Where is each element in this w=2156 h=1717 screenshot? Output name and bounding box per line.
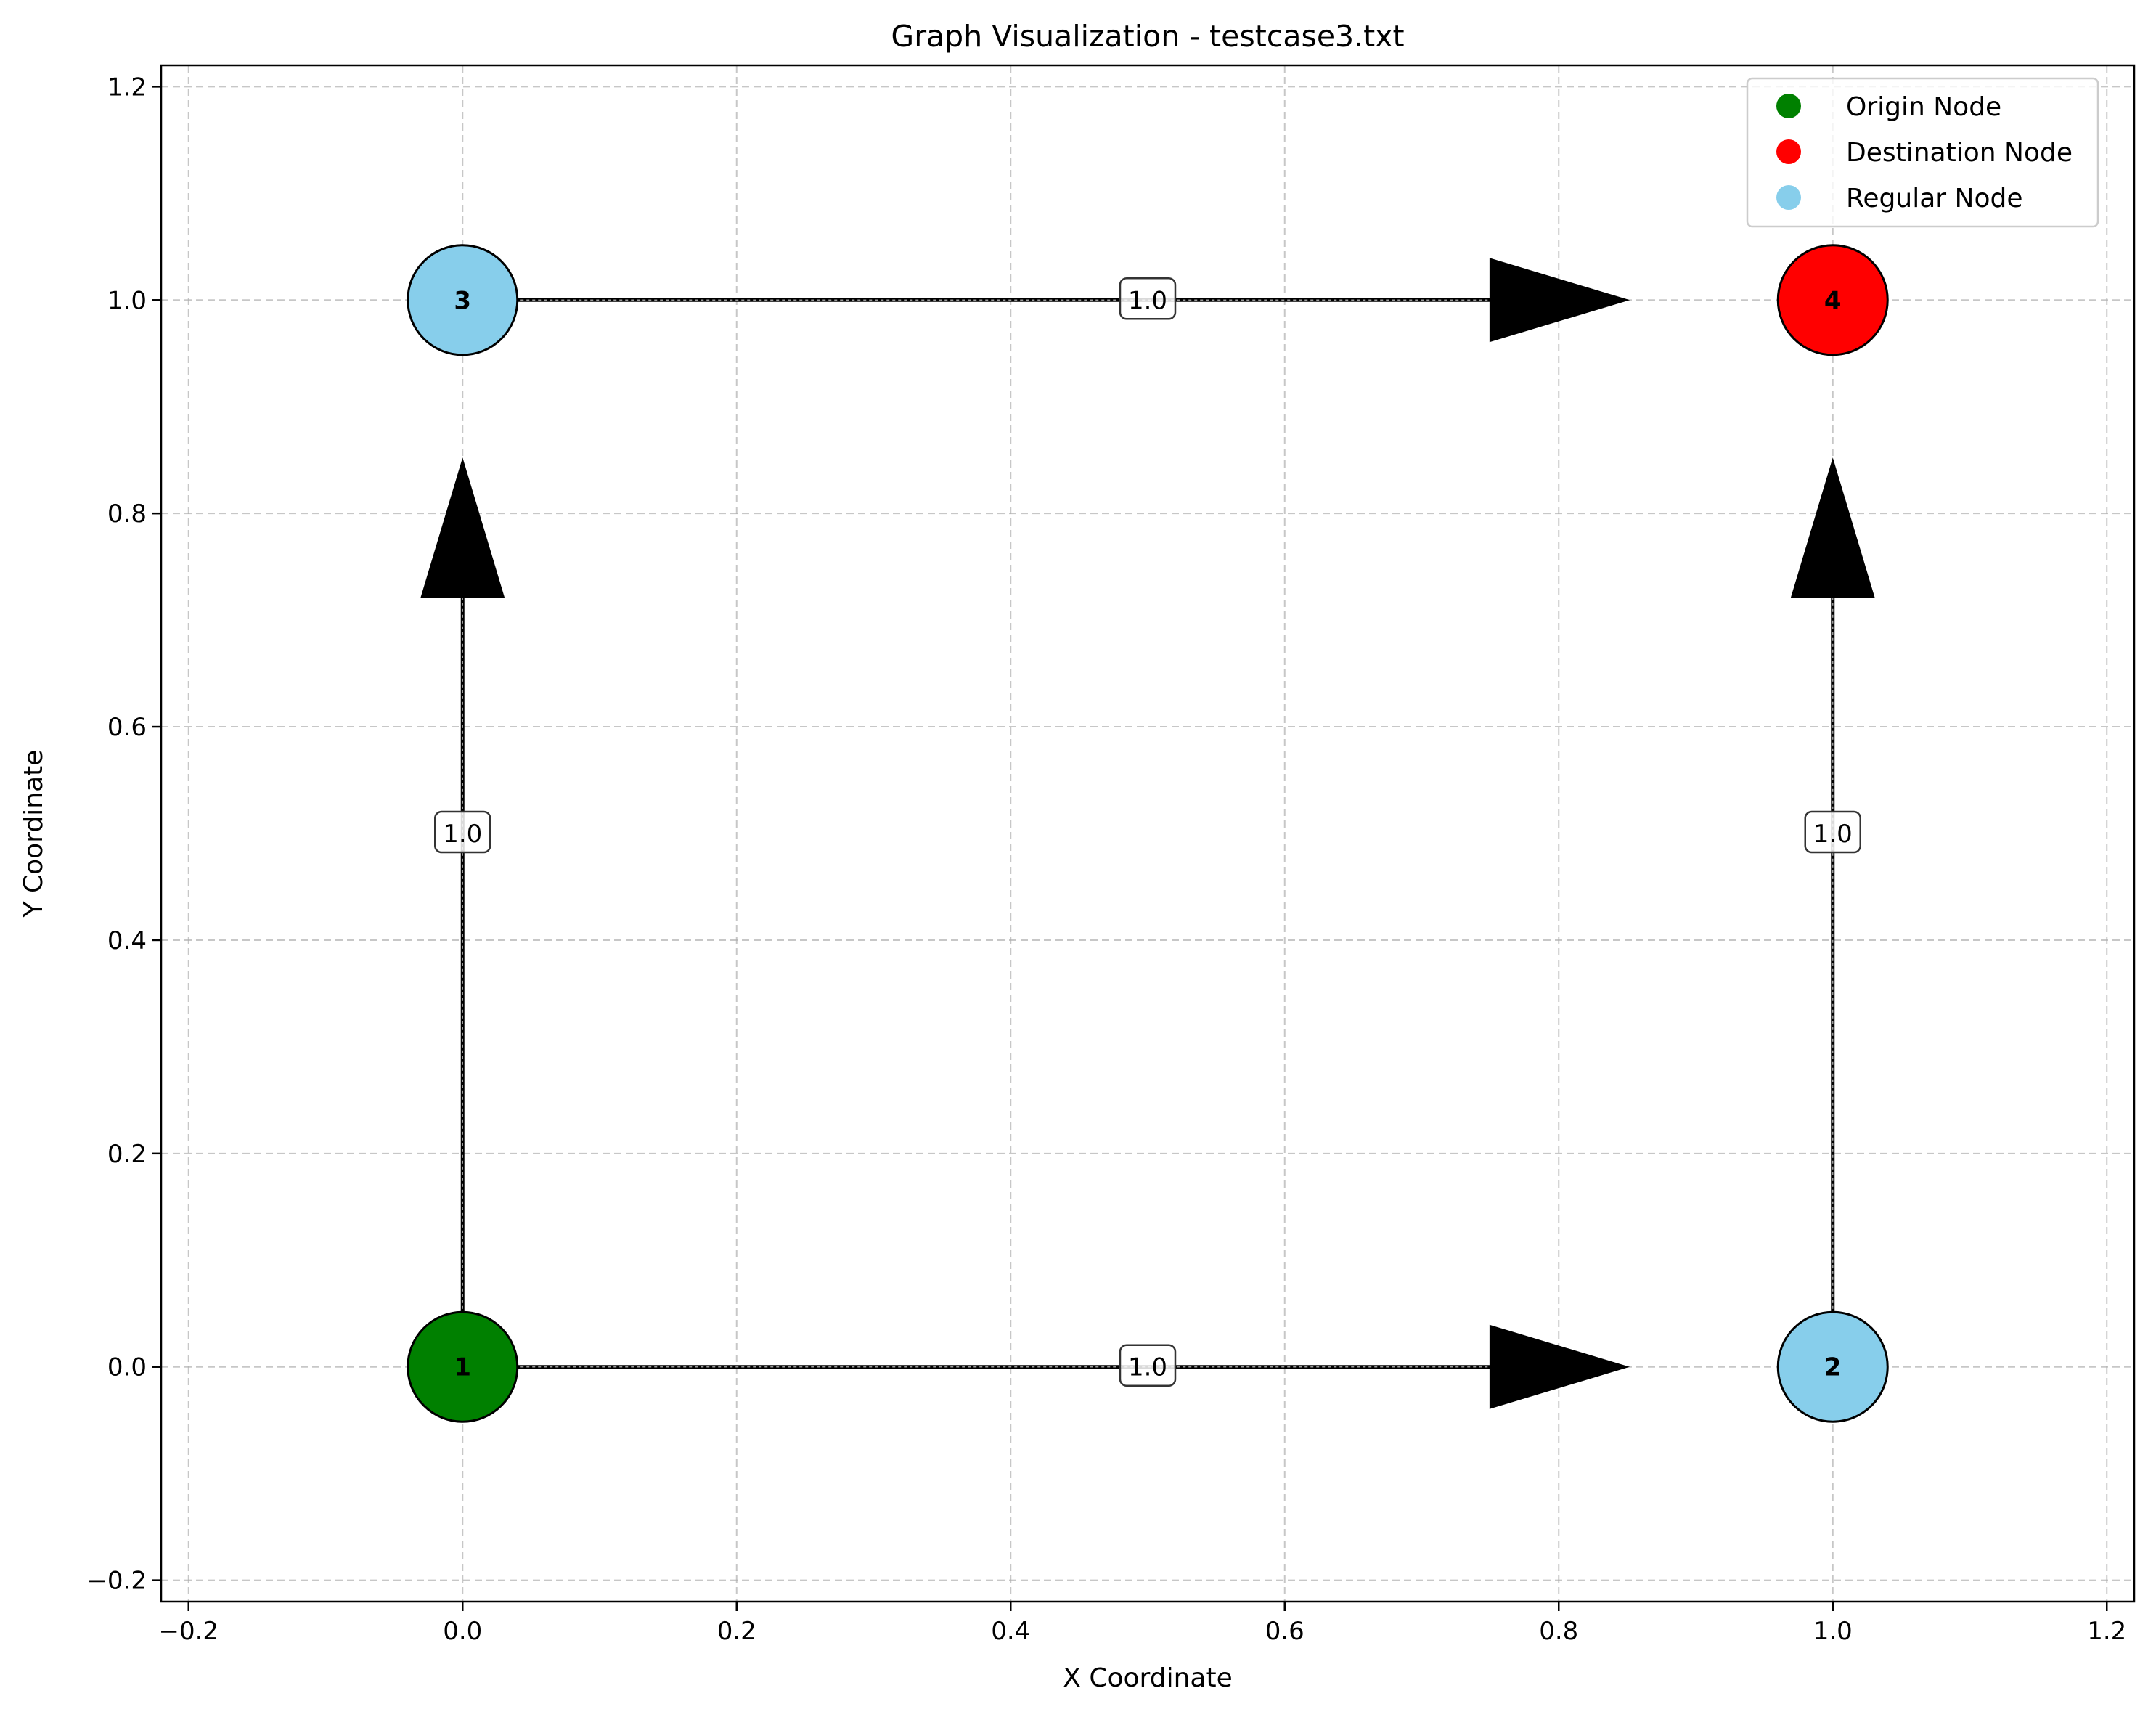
edge-weight-label: 1.0 [1119, 1344, 1177, 1387]
y-tick-label: 0.0 [107, 1353, 147, 1382]
nodes: 1 2 3 4 [407, 244, 1889, 1423]
edge-weight-text: 1.0 [443, 820, 482, 849]
legend-item: Destination Node [1776, 138, 2073, 168]
y-tick-label: −0.2 [86, 1567, 147, 1596]
node-label: 1 [454, 1353, 471, 1382]
legend-item: Regular Node [1776, 184, 2022, 213]
edge-weight-text: 1.0 [1128, 1353, 1167, 1382]
x-axis-ticks: −0.2 0.0 0.2 0.4 0.6 0.8 1.0 1.2 [158, 1602, 2126, 1646]
node-3: 3 [407, 244, 519, 356]
x-tick-label: 0.8 [1539, 1617, 1578, 1646]
x-axis-label: X Coordinate [1063, 1663, 1232, 1693]
node-label: 3 [454, 286, 471, 315]
node-label: 4 [1824, 286, 1842, 315]
node-4: 4 [1776, 244, 1889, 356]
x-tick-label: 1.2 [2087, 1617, 2126, 1646]
legend-marker [1776, 185, 1801, 210]
node-circle [407, 244, 519, 356]
legend-label: Destination Node [1846, 138, 2073, 168]
edge-weight-text: 1.0 [1813, 820, 1853, 849]
node-circle [1776, 1310, 1889, 1423]
x-tick-label: 0.6 [1265, 1617, 1304, 1646]
legend: Origin Node Destination Node Regular Node [1746, 77, 2099, 228]
edge-arrowhead [1489, 1324, 1630, 1409]
node-circle [1776, 244, 1889, 356]
edge-arrowhead [1489, 258, 1630, 343]
edge-weight-label: 1.0 [434, 810, 491, 854]
y-tick-label: 0.4 [107, 926, 147, 955]
edges [420, 258, 1875, 1409]
y-tick-label: 0.6 [107, 713, 147, 742]
edge-weight-label: 1.0 [1119, 277, 1177, 320]
edge-weight-box [434, 810, 491, 854]
chart-title: Graph Visualization - testcase3.txt [891, 19, 1404, 54]
edge-weight-text: 1.0 [1128, 286, 1167, 315]
x-tick-label: 0.0 [443, 1617, 482, 1646]
edge-weight-box [1119, 1344, 1177, 1387]
node-circle [407, 1310, 519, 1423]
edge-arrowhead [1790, 457, 1875, 598]
legend-marker [1776, 139, 1801, 164]
legend-label: Regular Node [1846, 184, 2022, 213]
x-tick-label: 0.4 [991, 1617, 1030, 1646]
edge-weight-box [1119, 277, 1177, 320]
legend-marker [1776, 94, 1801, 118]
y-tick-label: 1.2 [107, 73, 147, 102]
y-axis-ticks: −0.2 0.0 0.2 0.4 0.6 0.8 1.0 1.2 [86, 73, 161, 1596]
legend-box [1746, 77, 2099, 228]
edge-weight-box [1804, 810, 1861, 854]
legend-label: Origin Node [1846, 92, 2001, 122]
y-tick-label: 0.8 [107, 499, 147, 529]
edge-arrowhead [420, 457, 505, 598]
node-label: 2 [1824, 1353, 1842, 1382]
x-tick-label: 1.0 [1813, 1617, 1853, 1646]
edge-labels: 1.0 1.0 1.0 1.0 [434, 277, 1861, 1387]
y-axis-label: Y Coordinate [19, 750, 49, 918]
node-2: 2 [1776, 1310, 1889, 1423]
plot-frame [160, 64, 2136, 1603]
y-tick-label: 0.2 [107, 1140, 147, 1169]
legend-item: Origin Node [1776, 92, 2001, 122]
x-tick-label: −0.2 [158, 1617, 219, 1646]
x-tick-label: 0.2 [717, 1617, 756, 1646]
node-1: 1 [407, 1310, 519, 1423]
y-tick-label: 1.0 [107, 286, 147, 315]
edge-weight-label: 1.0 [1804, 810, 1861, 854]
